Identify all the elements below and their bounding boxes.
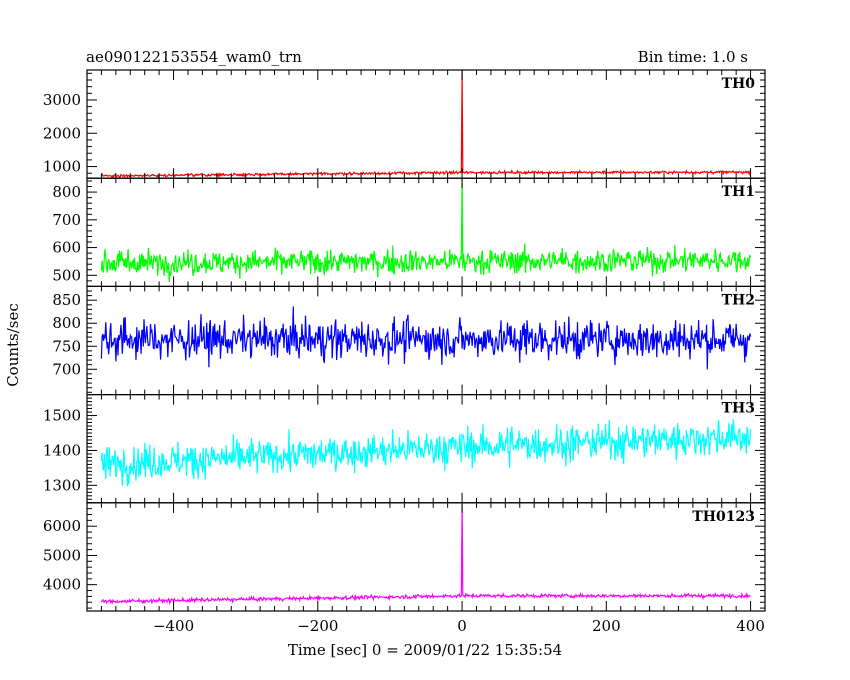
y-tick-label-th0123: 6000 [43,517,81,535]
y-tick-label-th0: 2000 [43,124,81,142]
y-tick-label-th2: 700 [52,360,81,378]
y-tick-label-th1: 600 [52,239,81,257]
y-tick-label-th0123: 4000 [43,576,81,594]
y-tick-label-th2: 800 [52,314,81,332]
y-tick-label-th3: 1500 [43,407,81,425]
y-axis-label: Counts/sec [4,303,22,387]
panel-label-th1: TH1 [722,184,755,200]
panel-label-th3: TH3 [722,401,755,417]
x-axis-label: Time [sec] 0 = 2009/01/22 15:35:54 [288,641,562,659]
x-tick-label: −400 [153,617,194,635]
panel-label-th0: TH0 [722,76,756,92]
panel-label-th2: TH2 [722,292,755,308]
y-tick-label-th3: 1400 [43,441,81,459]
y-tick-label-th1: 700 [52,211,81,229]
y-tick-label-th0: 1000 [43,158,81,176]
y-tick-label-th2: 850 [52,291,81,309]
x-tick-label: −200 [297,617,338,635]
x-tick-label: 200 [592,617,621,635]
series-line-th1 [100,178,752,283]
y-tick-label-th0123: 5000 [43,546,81,564]
series-line-th3 [100,419,752,487]
panel-frame-th0 [86,69,766,179]
x-tick-label: 400 [736,617,765,635]
chart-subtitle: Bin time: 1.0 s [638,48,748,66]
y-tick-label-th1: 800 [52,183,81,201]
panel-frame-th0123 [86,502,766,612]
series-line-th2 [100,306,752,370]
y-tick-label-th3: 1300 [43,476,81,494]
series-line-th0123 [100,504,751,606]
chart-title: ae090122153554_wam0_trn [86,48,302,66]
x-tick-label: 0 [457,617,467,635]
y-tick-label-th1: 500 [52,266,81,284]
y-tick-label-th0: 3000 [43,91,81,109]
y-tick-label-th2: 750 [52,337,81,355]
series-line-th0 [100,69,752,179]
panel-label-th0123: TH0123 [692,509,755,525]
